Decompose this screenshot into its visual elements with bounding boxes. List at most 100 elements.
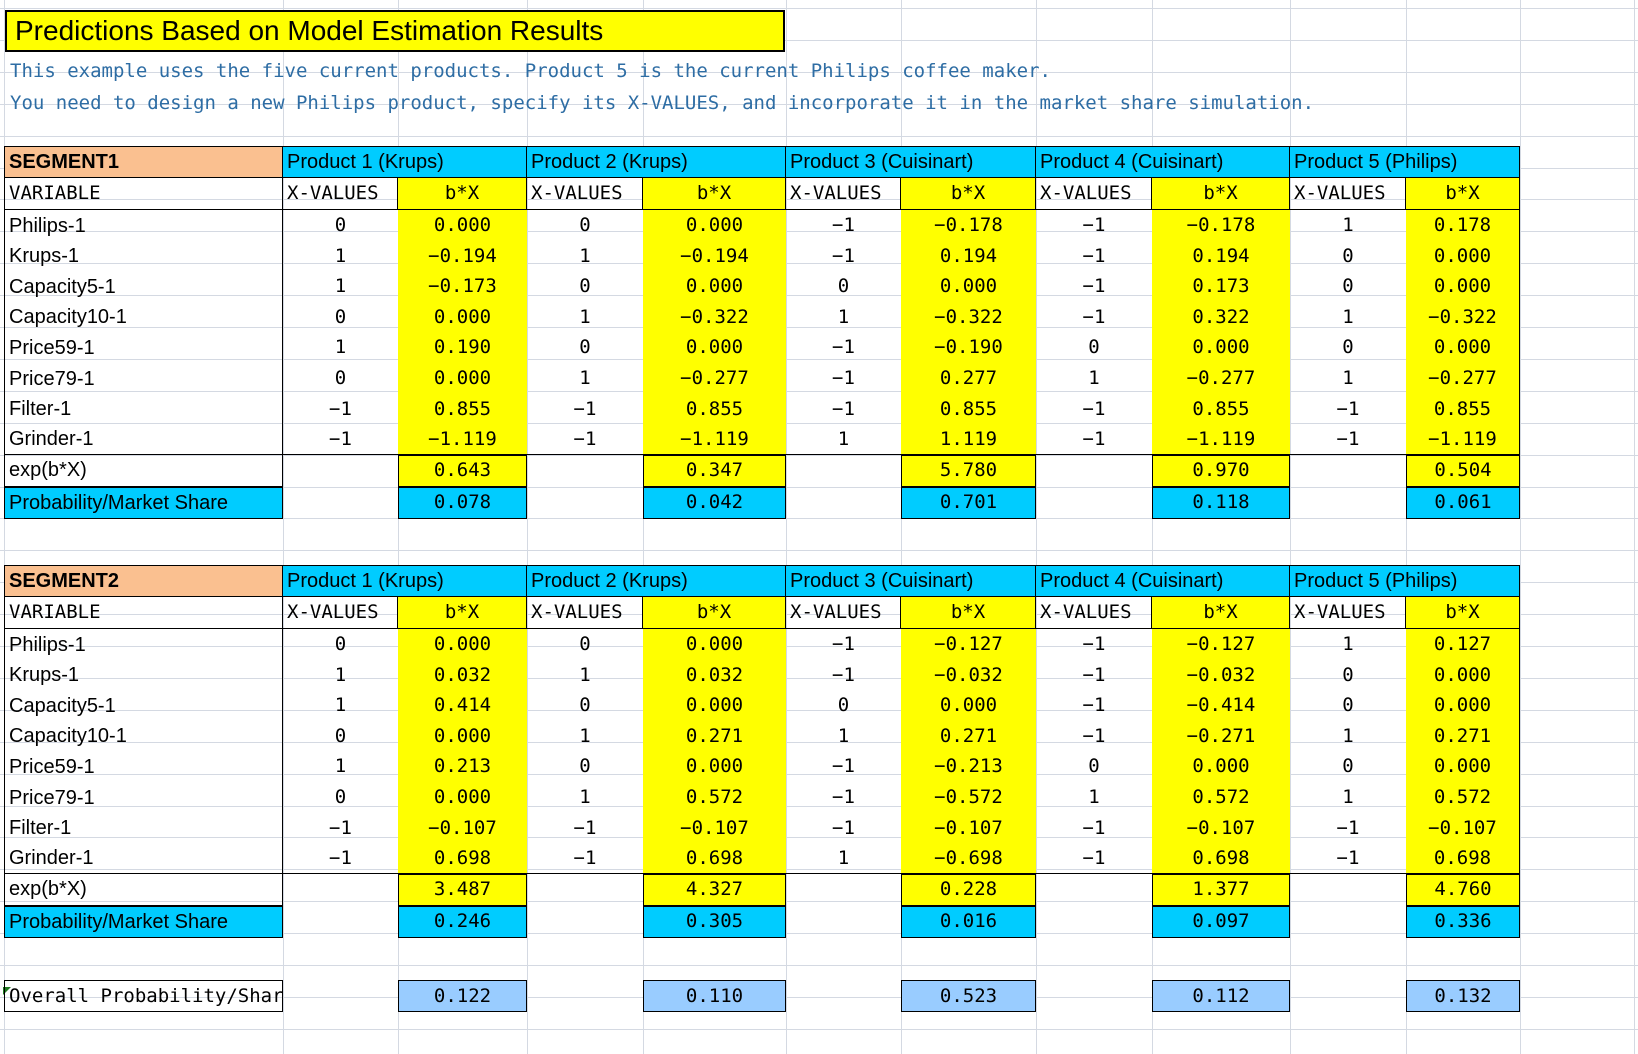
bx-header[interactable]: b*X [1152,178,1290,210]
xvalue-cell[interactable]: −1 [329,397,352,420]
exp-label[interactable]: exp(b*X) [4,454,283,487]
xvalue-cell[interactable]: −1 [527,843,643,875]
xvalue-cell[interactable]: 1 [334,336,347,359]
xvalue-cell[interactable]: −1 [573,397,597,420]
xvalue-cell[interactable]: −1 [283,424,398,456]
xvalue-cell[interactable]: −1 [832,816,855,839]
overall-cell[interactable]: 0.122 [398,980,527,1012]
bx-cell[interactable]: 0.178 [1406,210,1520,241]
xvalue-cell[interactable]: 0 [334,367,347,389]
bx-cell[interactable]: −0.107 [643,812,786,844]
xvalue-cell[interactable]: 1 [1088,367,1100,389]
xvalues-header[interactable]: X-VALUES [527,178,643,210]
bx-cell[interactable]: 0.000 [1406,332,1520,364]
exp-cell[interactable]: 3.487 [398,873,527,906]
overall-label[interactable]: Overall Probability/Share [4,980,283,1012]
probability-cell[interactable]: 0.042 [643,486,786,519]
xvalue-cell[interactable]: −1 [1336,816,1360,839]
xvalues-header[interactable]: X-VALUES [1036,178,1152,210]
bx-cell[interactable]: −0.213 [901,751,1036,783]
product-header[interactable]: Product 2 (Krups) [527,146,786,178]
bx-cell[interactable]: 0.855 [901,393,1036,425]
variable-label[interactable]: Price59-1 [4,332,283,364]
xvalue-cell[interactable]: −1 [832,786,855,808]
xvalues-header[interactable]: X-VALUES [527,597,643,629]
xvalue-cell[interactable]: 0 [579,755,591,778]
bx-cell[interactable]: 0.000 [1152,332,1290,364]
xvalue-cell[interactable]: −1 [1082,816,1106,839]
xvalue-cell[interactable]: 1 [1342,786,1354,808]
xvalue-cell[interactable]: 1 [334,755,347,778]
xvalue-cell[interactable]: 1 [1342,214,1354,236]
bx-cell[interactable]: 0.271 [1406,720,1520,752]
xvalue-cell[interactable]: −1 [573,816,597,839]
product-header[interactable]: Product 1 (Krups) [283,146,527,178]
xvalue-cell[interactable]: 1 [579,367,591,389]
xvalue-cell[interactable]: −1 [1336,397,1360,420]
bx-cell[interactable]: −0.107 [398,812,527,844]
xvalue-cell[interactable]: −1 [832,397,855,420]
probability-cell[interactable]: 0.336 [1406,905,1520,938]
bx-header[interactable]: b*X [643,178,786,210]
bx-cell[interactable]: 0.698 [398,843,527,875]
variable-label[interactable]: Filter-1 [4,812,283,844]
xvalue-cell[interactable]: 0 [1342,244,1354,267]
xvalue-cell[interactable]: 0 [1342,336,1354,359]
xvalue-cell[interactable]: 1 [1342,305,1354,328]
variable-label[interactable]: Filter-1 [4,393,283,425]
bx-header[interactable]: b*X [1406,597,1520,629]
xvalue-cell[interactable]: 1 [1342,633,1354,655]
bx-header[interactable]: b*X [1152,597,1290,629]
exp-cell[interactable]: 1.377 [1152,873,1290,906]
xvalue-cell[interactable]: −1 [832,663,855,686]
probability-cell[interactable]: 0.246 [398,905,527,938]
xvalue-cell[interactable]: −1 [283,843,398,875]
probability-label[interactable]: Probability/Market Share [4,905,283,938]
sheet-title[interactable]: Predictions Based on Model Estimation Re… [5,10,785,52]
bx-cell[interactable]: −0.277 [1152,363,1290,394]
xvalue-cell[interactable]: 1 [1088,786,1100,808]
bx-cell[interactable]: −0.194 [398,240,527,272]
bx-cell[interactable]: 0.414 [398,690,527,722]
xvalue-cell[interactable]: −1 [1290,424,1406,456]
bx-cell[interactable]: 0.000 [643,210,786,241]
bx-cell[interactable]: −0.698 [901,843,1036,875]
xvalue-cell[interactable]: 0 [579,633,591,655]
xvalue-cell[interactable]: −1 [1082,663,1106,686]
variable-label[interactable]: Philips-1 [4,629,283,660]
xvalue-cell[interactable]: 0 [334,724,347,747]
exp-label[interactable]: exp(b*X) [4,873,283,906]
overall-cell[interactable]: 0.132 [1406,980,1520,1012]
exp-cell[interactable]: 0.970 [1152,454,1290,487]
probability-cell[interactable]: 0.701 [901,486,1036,519]
probability-cell[interactable]: 0.078 [398,486,527,519]
bx-cell[interactable]: −0.414 [1152,690,1290,722]
bx-cell[interactable]: −0.271 [1152,720,1290,752]
xvalue-cell[interactable]: 0 [334,633,347,655]
bx-cell[interactable]: −0.107 [901,812,1036,844]
xvalue-cell[interactable]: 0 [579,275,591,298]
xvalue-cell[interactable]: 1 [1342,724,1354,747]
product-header[interactable]: Product 2 (Krups) [527,565,786,597]
bx-cell[interactable]: 0.698 [1406,843,1520,875]
xvalue-cell[interactable]: 0 [1088,755,1100,778]
bx-cell[interactable]: −0.107 [1152,812,1290,844]
xvalue-cell[interactable]: −1 [832,214,855,236]
xvalue-cell[interactable]: −1 [832,633,855,655]
bx-cell[interactable]: 0.000 [1406,690,1520,722]
variable-label[interactable]: Capacity5-1 [4,690,283,722]
variable-label[interactable]: Price59-1 [4,751,283,783]
bx-cell[interactable]: 0.194 [1152,240,1290,272]
bx-cell[interactable]: 0.000 [1406,240,1520,272]
product-header[interactable]: Product 4 (Cuisinart) [1036,146,1290,178]
probability-label[interactable]: Probability/Market Share [4,486,283,519]
overall-cell[interactable]: 0.110 [643,980,786,1012]
xvalue-cell[interactable]: 1 [334,244,347,267]
xvalue-cell[interactable]: 1 [579,724,591,747]
bx-cell[interactable]: 0.855 [1406,393,1520,425]
bx-cell[interactable]: 0.173 [1152,271,1290,303]
probability-cell[interactable]: 0.016 [901,905,1036,938]
bx-cell[interactable]: 0.572 [1406,782,1520,813]
note-line-2[interactable]: You need to design a new Philips product… [10,91,1315,114]
xvalue-cell[interactable]: 1 [334,694,347,717]
